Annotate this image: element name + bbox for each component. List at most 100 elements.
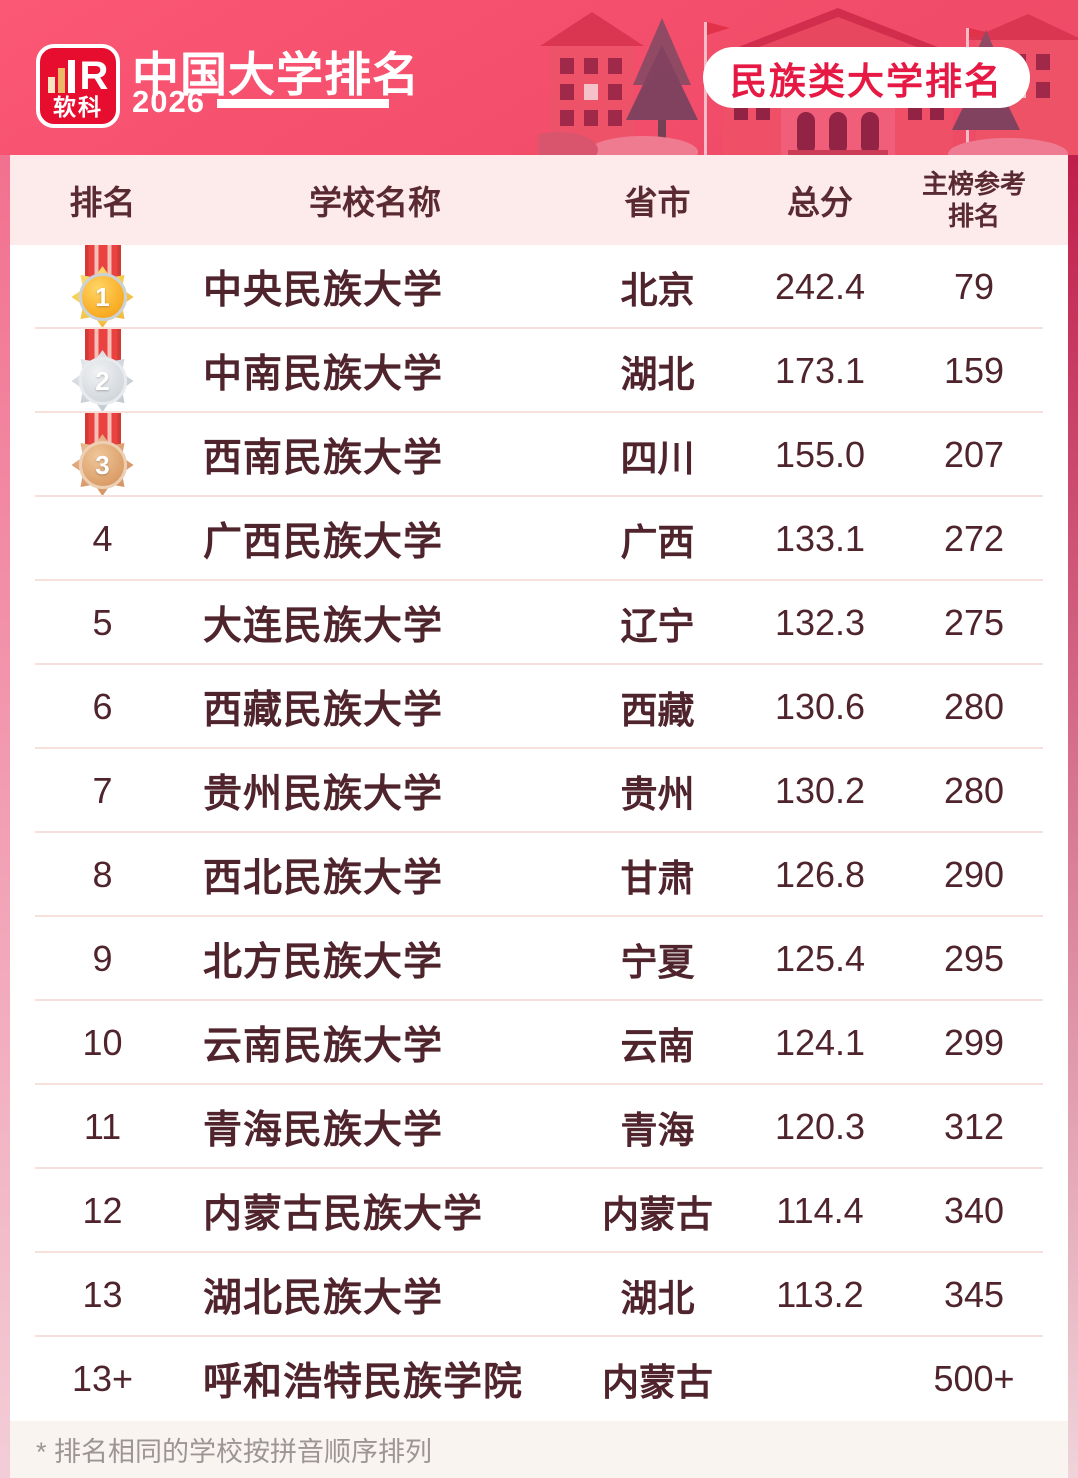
table-row: 4 广西民族大学 广西 133.1 272 <box>10 497 1068 581</box>
score-cell: 133.1 <box>774 518 866 559</box>
category-badge-label: 民族类大学排名 <box>730 60 1003 102</box>
table-header-row: 排名 学校名称 省市 总分 主榜参考排名 <box>10 155 1068 245</box>
ref-rank-cell: 159 <box>943 350 1005 391</box>
score-cell: 130.6 <box>774 686 866 727</box>
ref-rank-cell: 290 <box>943 854 1005 895</box>
table-body: 1 中央民族大学 北京 242.4 79 2 中南民族大学 湖北 173.1 1… <box>10 245 1068 1421</box>
province-cell: 甘肃 <box>620 858 695 899</box>
school-cell: 湖北民族大学 <box>203 1277 444 1320</box>
logo-letter: R <box>79 54 109 98</box>
footnote-bar: * 排名相同的学校按拼音顺序排列 <box>10 1421 1068 1478</box>
school-cell: 西北民族大学 <box>203 857 444 900</box>
score-cell: 124.1 <box>774 1022 866 1063</box>
rank-cell: 4 <box>92 518 113 559</box>
province-cell: 内蒙古 <box>602 1194 713 1235</box>
score-cell: 173.1 <box>774 350 866 391</box>
school-cell: 内蒙古民族大学 <box>203 1193 484 1236</box>
rank-cell: 13 <box>82 1274 123 1315</box>
table-row: 12 内蒙古民族大学 内蒙古 114.4 340 <box>10 1169 1068 1253</box>
rank-cell: 9 <box>92 938 113 979</box>
category-badge: 民族类大学排名 <box>703 47 1030 108</box>
gold-medal-icon: 1 <box>70 245 136 328</box>
province-cell: 湖北 <box>620 354 695 395</box>
province-cell: 北京 <box>620 270 695 311</box>
ref-rank-cell: 275 <box>943 602 1005 643</box>
ref-rank-cell: 280 <box>943 770 1005 811</box>
score-cell: 120.3 <box>774 1106 866 1147</box>
score-cell: 125.4 <box>774 938 866 979</box>
score-cell: 113.2 <box>776 1274 864 1315</box>
table-row: 7 贵州民族大学 贵州 130.2 280 <box>10 749 1068 833</box>
column-header-rank: 排名 <box>69 184 136 221</box>
score-cell: 126.8 <box>774 854 866 895</box>
logo-bars-icon: R <box>47 54 109 98</box>
table-row: 1 中央民族大学 北京 242.4 79 <box>10 245 1068 329</box>
column-header-province: 省市 <box>624 184 691 221</box>
year-row: 2026 <box>132 84 389 120</box>
province-cell: 青海 <box>620 1110 695 1151</box>
table-row: 6 西藏民族大学 西藏 130.6 280 <box>10 665 1068 749</box>
table-row: 13+ 呼和浩特民族学院 内蒙古 500+ <box>10 1337 1068 1421</box>
ref-rank-cell: 295 <box>943 938 1005 979</box>
ref-rank-cell: 272 <box>943 518 1005 559</box>
rank-cell: 11 <box>83 1106 122 1147</box>
province-cell: 内蒙古 <box>602 1362 713 1403</box>
ref-rank-cell: 340 <box>943 1190 1005 1231</box>
rank-cell: 6 <box>92 686 113 727</box>
school-cell: 中央民族大学 <box>203 269 444 312</box>
ref-rank-cell: 79 <box>953 266 995 307</box>
school-cell: 中南民族大学 <box>203 353 444 396</box>
table-row: 8 西北民族大学 甘肃 126.8 290 <box>10 833 1068 917</box>
page-title: 中国大学排名 <box>132 48 420 101</box>
rank-cell: 1 <box>10 245 195 329</box>
rank-cell: 2 <box>10 329 195 413</box>
table-row: 3 西南民族大学 四川 155.0 207 <box>10 413 1068 497</box>
ref-rank-cell: 280 <box>943 686 1005 727</box>
table-row: 2 中南民族大学 湖北 173.1 159 <box>10 329 1068 413</box>
score-cell: 132.3 <box>774 602 866 643</box>
school-cell: 云南民族大学 <box>203 1025 444 1068</box>
logo-brand-text: 软科 <box>53 94 103 120</box>
school-cell: 贵州民族大学 <box>203 773 444 816</box>
title-underline-bar <box>216 99 389 108</box>
rank-cell: 3 <box>10 413 195 497</box>
ref-rank-cell: 345 <box>943 1274 1005 1315</box>
bronze-medal-icon: 3 <box>70 413 136 496</box>
year-label: 2026 <box>132 84 205 119</box>
school-cell: 北方民族大学 <box>203 941 444 984</box>
province-cell: 辽宁 <box>620 606 695 647</box>
province-cell: 湖北 <box>620 1278 695 1319</box>
table-row: 9 北方民族大学 宁夏 125.4 295 <box>10 917 1068 1001</box>
province-cell: 西藏 <box>620 690 695 731</box>
left-frame-border <box>0 155 10 1478</box>
rank-cell: 7 <box>92 770 113 811</box>
table-row: 13 湖北民族大学 湖北 113.2 345 <box>10 1253 1068 1337</box>
ref-rank-cell: 207 <box>943 434 1005 475</box>
ref-rank-cell: 299 <box>943 1022 1005 1063</box>
province-cell: 贵州 <box>620 774 695 815</box>
school-cell: 广西民族大学 <box>203 521 444 564</box>
score-cell: 130.2 <box>774 770 866 811</box>
rank-cell: 10 <box>82 1022 123 1063</box>
ref-rank-cell: 500+ <box>933 1358 1015 1399</box>
school-cell: 西南民族大学 <box>203 437 444 480</box>
ref-rank-cell: 312 <box>943 1106 1005 1147</box>
rank-cell: 12 <box>82 1190 123 1231</box>
column-header-ref-rank: 主榜参考排名 <box>921 168 1026 232</box>
school-cell: 大连民族大学 <box>203 605 444 648</box>
school-cell: 西藏民族大学 <box>203 689 444 732</box>
rank-cell: 13+ <box>71 1358 134 1399</box>
province-cell: 云南 <box>620 1026 695 1067</box>
column-header-score: 总分 <box>787 184 853 221</box>
province-cell: 四川 <box>620 438 695 479</box>
rank-cell: 5 <box>92 602 113 643</box>
shanghairanking-logo: R 软科 <box>36 44 120 128</box>
score-cell: 242.4 <box>774 266 866 307</box>
school-cell: 呼和浩特民族学院 <box>203 1361 524 1404</box>
province-cell: 宁夏 <box>620 942 695 983</box>
column-header-school: 学校名称 <box>309 184 441 221</box>
table-row: 10 云南民族大学 云南 124.1 299 <box>10 1001 1068 1085</box>
footnote-text: * 排名相同的学校按拼音顺序排列 <box>36 1437 433 1467</box>
silver-medal-icon: 2 <box>70 329 136 412</box>
